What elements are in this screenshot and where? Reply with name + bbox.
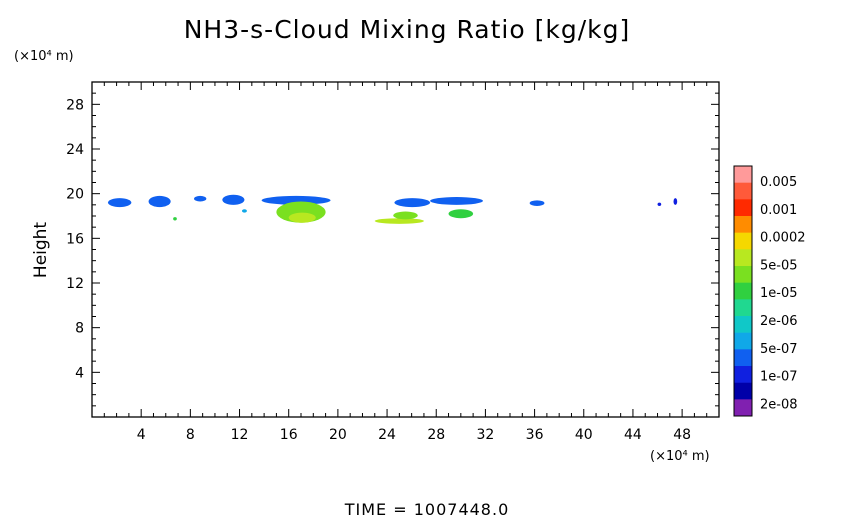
x-tick-label: 16 [280,427,298,443]
colorbar-label: 1e-07 [760,370,798,385]
colorbar-label: 0.0002 [760,231,806,246]
x-tick-label: 8 [186,427,195,443]
cloud-region [673,198,678,205]
x-axis-unit: (×10⁴ m) [650,449,710,464]
cloud-region [222,194,245,205]
cloud-region [241,209,247,213]
colorbar-border [733,165,753,417]
colorbar-label: 5e-05 [760,258,798,273]
colorbar-swatch [734,232,752,250]
colorbar-swatch [734,216,752,233]
x-tick-label: 4 [137,427,146,443]
x-tick-label: 44 [624,427,642,443]
cloud-region [657,202,662,206]
colorbar-swatch [734,199,752,217]
x-tick-label: 48 [673,427,691,443]
x-tick-label: 20 [329,427,347,443]
y-axis-label: Height [31,222,51,279]
colorbar-swatch [734,316,752,333]
colorbar-label: 2e-08 [760,397,798,412]
y-tick-label: 20 [66,187,84,203]
colorbar-swatch [734,399,752,417]
colorbar-swatch [734,249,752,267]
colorbar-swatch [734,282,752,300]
x-axis: 4 8 12 16 20 24 28 32 36 40 44 48 [103,82,708,443]
colorbar-label: 0.001 [760,203,797,218]
colorbar-swatch [734,332,752,350]
plot-border [91,81,720,418]
x-tick-label: 24 [378,427,396,443]
cloud-region [529,200,545,206]
colorbar-swatch [734,366,752,383]
y-tick-label: 24 [66,142,84,158]
colorbar: 0.005 0.001 0.0002 5e-05 1e-05 2e-06 5e-07 1e-0… [733,165,806,417]
cloud-region [448,209,474,219]
cloud-region [194,195,207,202]
cloud-region [394,198,431,208]
cloud-field [107,194,678,224]
y-tick-label: 4 [75,365,84,381]
colorbar-swatch [734,166,752,183]
cloud-region [261,195,331,205]
colorbar-swatch [734,382,752,400]
y-axis: 4 8 12 16 20 24 28 [66,92,719,407]
x-tick-label: 28 [427,427,445,443]
colorbar-swatch [734,349,752,367]
y-tick-label: 28 [66,97,84,113]
cloud-region [173,217,177,221]
time-footer: TIME = 1007448.0 [344,500,510,519]
x-tick-label: 40 [575,427,593,443]
cloud-region [288,212,316,223]
colorbar-label: 2e-06 [760,314,798,329]
cloud-region [430,197,483,205]
x-tick-label: 12 [231,427,249,443]
plot-frame [91,81,720,418]
cloud-region [148,195,171,208]
y-tick-label: 8 [75,321,84,337]
cloud-region [393,211,418,220]
x-tick-label: 36 [526,427,544,443]
colorbar-swatch [734,266,752,283]
y-tick-label: 16 [66,231,84,247]
colorbar-swatch [734,299,752,317]
cloud-region [374,218,424,224]
cloud-region [107,198,132,208]
colorbar-swatch [734,182,752,200]
y-tick-label: 12 [66,276,84,292]
chart-title: NH3-s-Cloud Mixing Ratio [kg/kg] [184,15,631,44]
x-tick-label: 32 [476,427,494,443]
colorbar-label: 0.005 [760,175,797,190]
colorbar-label: 5e-07 [760,342,798,357]
y-axis-unit: (×10⁴ m) [14,49,74,64]
colorbar-label: 1e-05 [760,286,798,301]
